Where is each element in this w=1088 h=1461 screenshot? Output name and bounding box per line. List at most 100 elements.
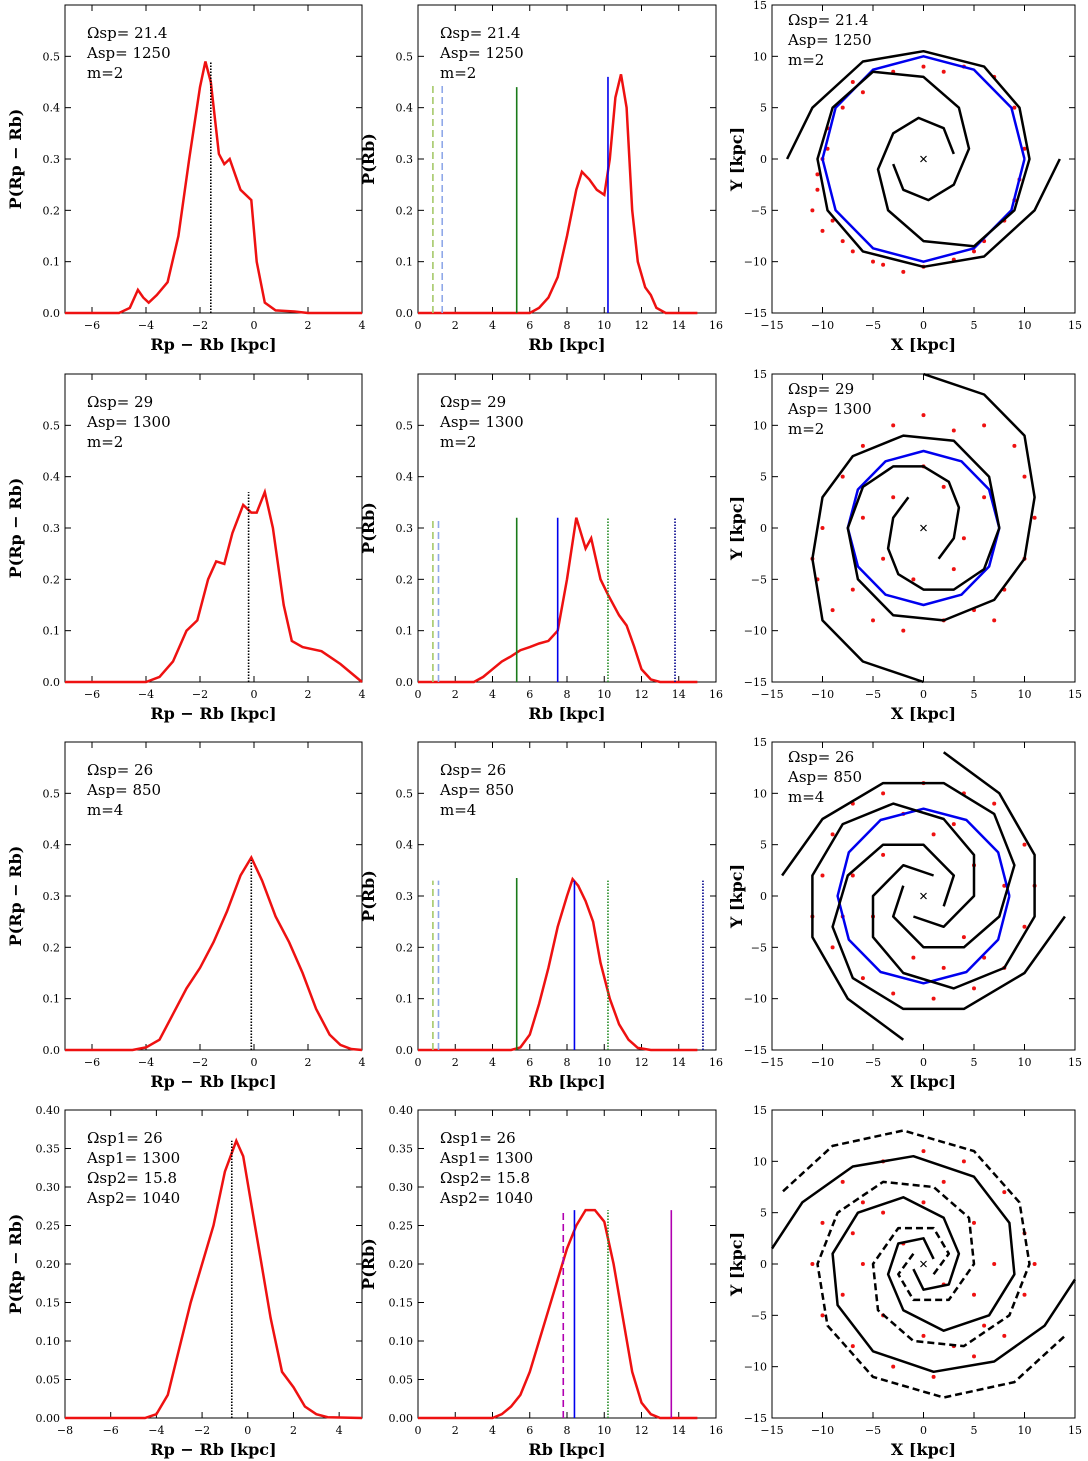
x-axis-label: Rp − Rb [kpc] bbox=[150, 335, 276, 354]
y-tick-label: 0.0 bbox=[43, 1044, 61, 1057]
annotation: Asp2= 1040 bbox=[86, 1189, 180, 1207]
x-tick-label: 4 bbox=[489, 688, 496, 701]
star-particle bbox=[891, 1364, 896, 1369]
x-axis-label: X [kpc] bbox=[891, 704, 956, 723]
x-tick-label: 8 bbox=[564, 1424, 571, 1437]
x-tick-label: 0 bbox=[920, 319, 927, 332]
annotation: Asp= 1250 bbox=[86, 44, 171, 62]
star-particle bbox=[961, 935, 966, 940]
y-tick-label: −10 bbox=[744, 993, 767, 1006]
x-tick-label: −10 bbox=[811, 688, 834, 701]
panel: −6 −4 −2 0 2 4 0.0 0.1 0.2 0.3 0.4 0.5 Rp − Rb [kpc]… bbox=[6, 4, 366, 354]
star-particle bbox=[982, 495, 987, 500]
star-particle bbox=[815, 187, 820, 192]
y-tick-label: 0.20 bbox=[36, 1258, 61, 1271]
density-curve bbox=[65, 854, 363, 1052]
x-tick-label: 10 bbox=[1018, 319, 1032, 332]
y-tick-label: 0.0 bbox=[43, 676, 61, 689]
y-axis-label: P(Rp − Rb) bbox=[6, 1214, 25, 1315]
star-particle bbox=[901, 269, 906, 274]
y-tick-label: 0.4 bbox=[396, 471, 414, 484]
star-particle bbox=[1002, 1333, 1007, 1338]
y-tick-label: 0.1 bbox=[43, 256, 61, 269]
y-tick-label: 5 bbox=[760, 102, 767, 115]
x-tick-label: 5 bbox=[971, 319, 978, 332]
x-tick-label: 12 bbox=[635, 688, 649, 701]
star-particle bbox=[992, 801, 997, 806]
x-tick-label: 0 bbox=[920, 1056, 927, 1069]
center-marker bbox=[920, 155, 927, 163]
y-tick-label: 0.4 bbox=[396, 102, 414, 115]
x-tick-label: 2 bbox=[452, 319, 459, 332]
y-tick-label: 5 bbox=[760, 839, 767, 852]
annotation: Ωsp2= 15.8 bbox=[440, 1169, 530, 1187]
star-particle bbox=[881, 1210, 886, 1215]
annotation: Ωsp= 26 bbox=[788, 748, 854, 766]
x-tick-label: 4 bbox=[489, 319, 496, 332]
star-particle bbox=[951, 428, 956, 433]
density-curve bbox=[65, 487, 363, 684]
spiral-arm bbox=[811, 434, 1001, 684]
panel: −15 −10 −5 0 5 10 15 −15 −10 −5 0 5 10 15 X [kpc] Y [kp… bbox=[727, 736, 1082, 1091]
annotation: Asp1= 1300 bbox=[86, 1149, 180, 1167]
x-tick-label: −10 bbox=[811, 1424, 834, 1437]
x-tick-label: 2 bbox=[305, 688, 312, 701]
y-tick-label: 0.3 bbox=[43, 522, 61, 535]
y-tick-label: 0.40 bbox=[389, 1104, 414, 1117]
y-tick-label: 0.2 bbox=[396, 573, 414, 586]
y-tick-label: 0.5 bbox=[43, 419, 61, 432]
spiral-arm bbox=[846, 372, 1036, 622]
x-tick-label: −4 bbox=[148, 1424, 164, 1437]
x-tick-label: 8 bbox=[564, 688, 571, 701]
y-tick-label: 0.30 bbox=[36, 1181, 61, 1194]
y-tick-label: 15 bbox=[753, 0, 767, 12]
y-tick-label: −15 bbox=[744, 1412, 767, 1425]
spiral-arm bbox=[781, 1129, 1031, 1348]
y-tick-label: 0.2 bbox=[396, 941, 414, 954]
annotation: Asp= 1300 bbox=[787, 400, 872, 418]
corotation-circle bbox=[836, 807, 1011, 985]
y-tick-label: 0.20 bbox=[389, 1258, 414, 1271]
annotation: Ωsp1= 26 bbox=[440, 1129, 516, 1147]
panel: 0 2 4 6 8 10 12 14 16 0.0 0.1 0.2 0.3 0.4 0.5 Rb [kpc] P… bbox=[359, 741, 723, 1091]
star-particle bbox=[972, 986, 976, 991]
x-tick-label: −15 bbox=[760, 688, 783, 701]
x-axis-label: Rb [kpc] bbox=[528, 704, 605, 723]
y-tick-label: 0.35 bbox=[36, 1143, 61, 1156]
annotation: Asp= 1250 bbox=[787, 31, 872, 49]
annotation: m=4 bbox=[788, 788, 824, 806]
y-tick-label: 10 bbox=[753, 419, 767, 432]
y-tick-label: 0.3 bbox=[396, 890, 414, 903]
star-particle bbox=[840, 105, 845, 110]
x-tick-label: 14 bbox=[672, 1424, 686, 1437]
y-tick-label: 15 bbox=[753, 368, 767, 381]
y-tick-label: −5 bbox=[751, 941, 767, 954]
spiral-arm bbox=[770, 1154, 1016, 1332]
x-tick-label: −2 bbox=[192, 319, 208, 332]
star-particle bbox=[881, 262, 886, 267]
x-tick-label: −6 bbox=[84, 1056, 100, 1069]
y-tick-label: −5 bbox=[751, 573, 767, 586]
annotation: Ωsp= 29 bbox=[440, 393, 506, 411]
y-tick-label: 0.2 bbox=[43, 204, 61, 217]
y-tick-label: 0.5 bbox=[396, 419, 414, 432]
star-particle bbox=[1022, 842, 1027, 847]
x-tick-label: −4 bbox=[138, 319, 154, 332]
x-axis-label: Rb [kpc] bbox=[528, 335, 605, 354]
y-axis-label: Y [kpc] bbox=[727, 864, 746, 929]
density-curve bbox=[418, 74, 698, 315]
annotation: Ωsp= 21.4 bbox=[87, 24, 167, 42]
x-tick-label: 12 bbox=[635, 1424, 649, 1437]
annotation: m=2 bbox=[440, 64, 476, 82]
star-particle bbox=[941, 484, 946, 489]
x-tick-label: −5 bbox=[865, 688, 881, 701]
star-particle bbox=[871, 618, 875, 623]
y-axis-label: P(Rp − Rb) bbox=[6, 478, 25, 579]
y-tick-label: 0 bbox=[760, 522, 767, 535]
x-tick-label: −2 bbox=[194, 1424, 210, 1437]
star-particle bbox=[840, 1292, 845, 1297]
x-tick-label: −4 bbox=[138, 688, 154, 701]
y-tick-label: 15 bbox=[753, 736, 767, 749]
star-particle bbox=[921, 64, 926, 69]
spiral-arm bbox=[871, 751, 1036, 990]
